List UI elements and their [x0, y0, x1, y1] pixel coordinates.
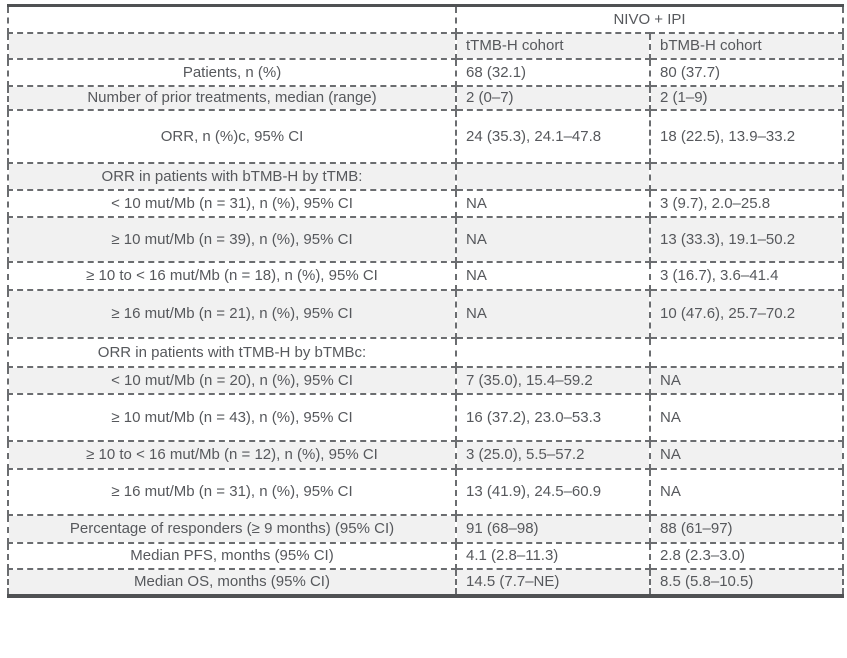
btmb-value-cell: NA	[648, 439, 845, 470]
empty-header-cell	[7, 31, 457, 60]
table-row-section-btmb-by-ttmb: ORR in patients with bTMB-H by tTMB:	[7, 161, 845, 191]
ttmb-value-cell	[455, 161, 651, 191]
ttmb-value-cell: 24 (35.3), 24.1–47.8	[455, 108, 651, 164]
btmb-value-cell: 80 (37.7)	[648, 57, 845, 87]
ttmb-value-cell: 14.5 (7.7–NE)	[455, 567, 651, 597]
table-row-lt10-n31: < 10 mut/Mb (n = 31), n (%), 95% CI NA 3…	[7, 188, 845, 218]
row-label-cell: ≥ 10 mut/Mb (n = 39), n (%), 95% CI	[7, 215, 457, 263]
btmb-value-cell: NA	[648, 467, 845, 516]
table-row-ge16-n31: ≥ 16 mut/Mb (n = 31), n (%), 95% CI 13 (…	[7, 467, 845, 516]
empty-corner-cell	[7, 4, 457, 34]
btmb-value-cell	[648, 161, 845, 191]
section-label-cell: ORR in patients with bTMB-H by tTMB:	[7, 161, 457, 191]
col-header-btmb: bTMB-H cohort	[648, 31, 845, 60]
ttmb-value-cell: NA	[455, 260, 651, 291]
ttmb-value-cell: 4.1 (2.8–11.3)	[455, 541, 651, 570]
btmb-value-cell: 8.5 (5.8–10.5)	[648, 567, 845, 597]
row-label-cell: Percentage of responders (≥ 9 months) (9…	[7, 513, 457, 544]
ttmb-value-cell	[455, 336, 651, 368]
ttmb-value-cell: 7 (35.0), 15.4–59.2	[455, 365, 651, 395]
table-row-ge16-n21: ≥ 16 mut/Mb (n = 21), n (%), 95% CI NA 1…	[7, 288, 845, 339]
row-label-cell: ≥ 10 to < 16 mut/Mb (n = 12), n (%), 95%…	[7, 439, 457, 470]
btmb-value-cell: 2 (1–9)	[648, 84, 845, 111]
btmb-value-cell: 18 (22.5), 13.9–33.2	[648, 108, 845, 164]
col-header-ttmb: tTMB-H cohort	[455, 31, 651, 60]
ttmb-value-cell: NA	[455, 288, 651, 339]
row-label-cell: ≥ 16 mut/Mb (n = 21), n (%), 95% CI	[7, 288, 457, 339]
row-label-cell: ≥ 10 to < 16 mut/Mb (n = 18), n (%), 95%…	[7, 260, 457, 291]
table-row-ge10-n39: ≥ 10 mut/Mb (n = 39), n (%), 95% CI NA 1…	[7, 215, 845, 263]
table-row-ge10-n43: ≥ 10 mut/Mb (n = 43), n (%), 95% CI 16 (…	[7, 392, 845, 442]
row-label-cell: ORR, n (%)c, 95% CI	[7, 108, 457, 164]
row-label-cell: Number of prior treatments, median (rang…	[7, 84, 457, 111]
ttmb-value-cell: 16 (37.2), 23.0–53.3	[455, 392, 651, 442]
btmb-value-cell: NA	[648, 365, 845, 395]
table-row-median-os: Median OS, months (95% CI) 14.5 (7.7–NE)…	[7, 567, 845, 597]
row-label-cell: Patients, n (%)	[7, 57, 457, 87]
row-label-cell: < 10 mut/Mb (n = 31), n (%), 95% CI	[7, 188, 457, 218]
ttmb-value-cell: NA	[455, 215, 651, 263]
btmb-value-cell: 3 (16.7), 3.6–41.4	[648, 260, 845, 291]
row-label-cell: ≥ 10 mut/Mb (n = 43), n (%), 95% CI	[7, 392, 457, 442]
table-row-orr: ORR, n (%)c, 95% CI 24 (35.3), 24.1–47.8…	[7, 108, 845, 164]
ttmb-value-cell: 68 (32.1)	[455, 57, 651, 87]
table-row-median-pfs: Median PFS, months (95% CI) 4.1 (2.8–11.…	[7, 541, 845, 570]
results-table: NIVO + IPI tTMB-H cohort bTMB-H cohort P…	[7, 4, 845, 598]
row-label-cell: Median PFS, months (95% CI)	[7, 541, 457, 570]
btmb-value-cell: 13 (33.3), 19.1–50.2	[648, 215, 845, 263]
btmb-value-cell	[648, 336, 845, 368]
btmb-value-cell: 2.8 (2.3–3.0)	[648, 541, 845, 570]
table-row-responders: Percentage of responders (≥ 9 months) (9…	[7, 513, 845, 544]
table-row-ge10-lt16-n18: ≥ 10 to < 16 mut/Mb (n = 18), n (%), 95%…	[7, 260, 845, 291]
table-container: NIVO + IPI tTMB-H cohort bTMB-H cohort P…	[7, 4, 845, 598]
table-row-section-ttmb-by-btmb: ORR in patients with tTMB-H by bTMBc:	[7, 336, 845, 368]
ttmb-value-cell: NA	[455, 188, 651, 218]
btmb-value-cell: 88 (61–97)	[648, 513, 845, 544]
table-row-lt10-n20: < 10 mut/Mb (n = 20), n (%), 95% CI 7 (3…	[7, 365, 845, 395]
table-row-patients: Patients, n (%) 68 (32.1) 80 (37.7)	[7, 57, 845, 87]
row-label-cell: ≥ 16 mut/Mb (n = 31), n (%), 95% CI	[7, 467, 457, 516]
section-label-cell: ORR in patients with tTMB-H by bTMBc:	[7, 336, 457, 368]
row-label-cell: Median OS, months (95% CI)	[7, 567, 457, 597]
btmb-value-cell: 3 (9.7), 2.0–25.8	[648, 188, 845, 218]
ttmb-value-cell: 3 (25.0), 5.5–57.2	[455, 439, 651, 470]
btmb-value-cell: 10 (47.6), 25.7–70.2	[648, 288, 845, 339]
table-row-prior-treatments: Number of prior treatments, median (rang…	[7, 84, 845, 111]
row-label-cell: < 10 mut/Mb (n = 20), n (%), 95% CI	[7, 365, 457, 395]
column-header-row: tTMB-H cohort bTMB-H cohort	[7, 31, 845, 60]
ttmb-value-cell: 13 (41.9), 24.5–60.9	[455, 467, 651, 516]
group-header-cell: NIVO + IPI	[454, 4, 845, 34]
ttmb-value-cell: 91 (68–98)	[455, 513, 651, 544]
table-row-ge10-lt16-n12: ≥ 10 to < 16 mut/Mb (n = 12), n (%), 95%…	[7, 439, 845, 470]
group-header-row: NIVO + IPI	[7, 4, 845, 34]
btmb-value-cell: NA	[648, 392, 845, 442]
ttmb-value-cell: 2 (0–7)	[455, 84, 651, 111]
